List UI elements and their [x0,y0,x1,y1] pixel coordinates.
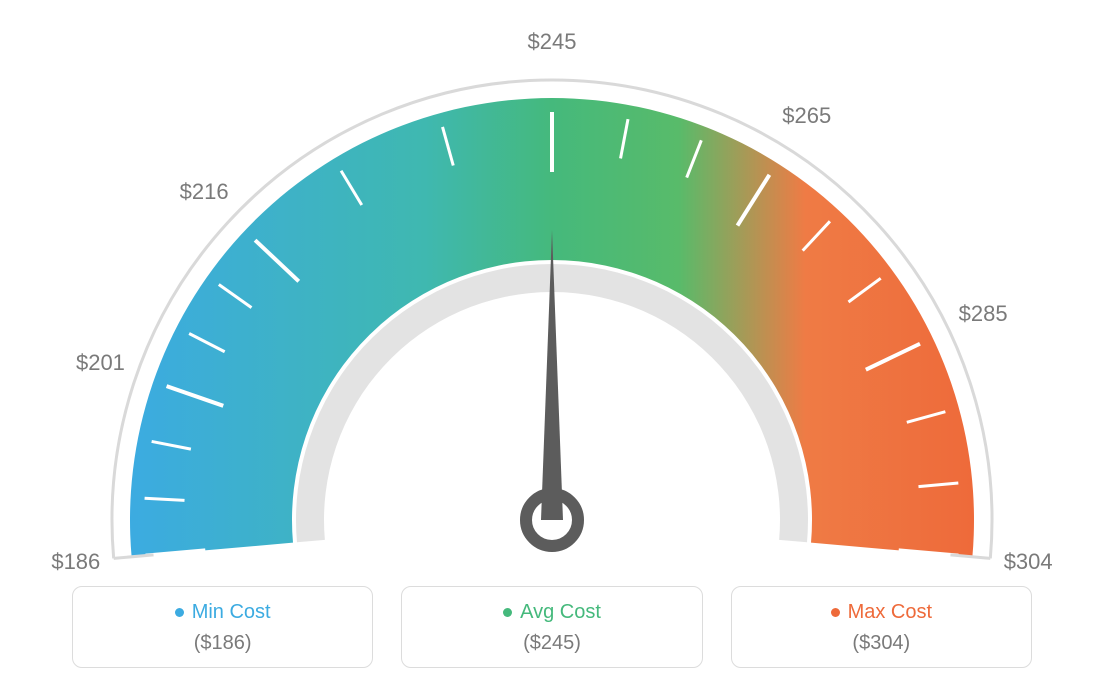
gauge-tick-label: $304 [1004,549,1053,575]
min-cost-card: Min Cost ($186) [72,586,373,668]
gauge-tick-label: $216 [180,179,229,205]
gauge-tick-label: $201 [76,350,125,376]
min-cost-label: Min Cost [192,601,271,624]
min-cost-value: ($186) [83,632,362,655]
gauge-svg [0,0,1104,560]
max-cost-value: ($304) [742,632,1021,655]
avg-cost-value: ($245) [412,632,691,655]
gauge-tick-label: $186 [51,549,100,575]
gauge-tick-label: $265 [782,103,831,129]
avg-cost-card: Avg Cost ($245) [401,586,702,668]
avg-cost-title: Avg Cost [503,601,601,624]
summary-cards: Min Cost ($186) Avg Cost ($245) Max Cost… [72,586,1032,668]
max-cost-card: Max Cost ($304) [731,586,1032,668]
gauge-tick-label: $245 [528,29,577,55]
dot-icon [831,608,840,617]
max-cost-label: Max Cost [848,601,932,624]
gauge-tick-label: $285 [959,301,1008,327]
dot-icon [175,608,184,617]
gauge-chart: $186$201$216$245$265$285$304 [0,0,1104,560]
dot-icon [503,608,512,617]
max-cost-title: Max Cost [831,601,932,624]
avg-cost-label: Avg Cost [520,601,601,624]
min-cost-title: Min Cost [175,601,271,624]
